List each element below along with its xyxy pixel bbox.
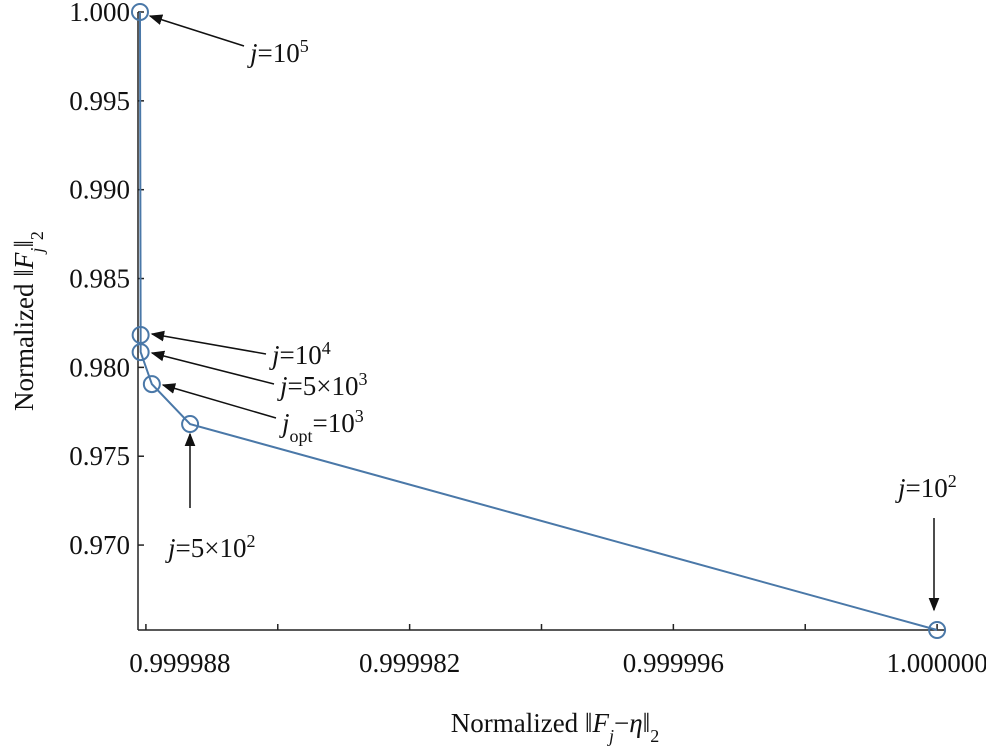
text-segment: =10 [313, 408, 355, 438]
data-point [131, 343, 150, 362]
data-point [131, 326, 150, 345]
y-tick-label: 0.995 [69, 86, 130, 116]
text-segment: =10 [906, 473, 948, 503]
text-segment: j [247, 38, 258, 68]
y-tick-label: 0.985 [69, 264, 130, 294]
y-axis-label: Normalized ‖Fj‖2 [9, 231, 47, 411]
x-tick-label: 0.999996 [623, 648, 724, 678]
x-tick-label: 1.000000 [886, 648, 986, 678]
x-tick-label: 0.999988 [129, 648, 230, 678]
y-tick-label: 0.970 [69, 530, 130, 560]
annotation-arrow [150, 330, 267, 355]
y-tick-label: 0.990 [69, 175, 130, 205]
data-point [142, 375, 161, 394]
text-segment: j [607, 726, 614, 746]
text-segment: Normalized ‖ [451, 708, 593, 738]
annotation: j=105 [247, 36, 309, 68]
text-segment: 3 [355, 406, 364, 426]
x-axis-label: Normalized ‖Fj−η‖2 [451, 708, 660, 746]
text-segment: j [279, 408, 290, 438]
text-segment: j [165, 533, 176, 563]
data-point [928, 621, 947, 639]
text-segment: − [614, 708, 629, 738]
text-segment: =5×10 [176, 533, 247, 563]
data-point [181, 415, 200, 434]
text-segment: =10 [280, 340, 322, 370]
annotation-arrow [161, 383, 277, 419]
data-line [138, 11, 938, 631]
x-tick-label: 0.999982 [359, 648, 460, 678]
text-segment: 2 [246, 531, 255, 551]
text-segment: 5 [300, 36, 309, 56]
annotation: jopt=103 [279, 406, 364, 446]
text-segment: j [269, 340, 280, 370]
text-segment: Normalized ‖ [9, 269, 39, 411]
text-segment: 2 [650, 726, 659, 746]
y-tick-label: 1.000 [69, 0, 130, 27]
text-segment: j [277, 371, 288, 401]
text-segment: 2 [27, 231, 47, 240]
text-segment: η [629, 708, 642, 738]
text-segment: opt [290, 426, 313, 446]
text-segment: F [9, 252, 39, 270]
annotation: j=5×102 [165, 531, 255, 563]
text-segment: F [592, 708, 610, 738]
y-tick-label: 0.980 [69, 352, 130, 382]
annotation: j=104 [269, 338, 331, 370]
text-segment: =5×10 [288, 371, 359, 401]
annotation: j=102 [895, 471, 957, 503]
annotation: j=5×103 [277, 369, 367, 401]
annotation-arrow [148, 14, 245, 47]
text-segment: ‖ [643, 708, 651, 738]
y-tick-label: 0.975 [69, 441, 130, 471]
text-segment: =10 [258, 38, 300, 68]
text-segment: j [895, 473, 906, 503]
annotation-arrow [150, 350, 275, 385]
text-segment: 4 [322, 338, 331, 358]
text-segment: ‖ [9, 240, 39, 248]
data-point [130, 3, 149, 21]
text-segment: j [27, 248, 47, 255]
text-segment: 2 [948, 471, 957, 491]
text-segment: 3 [358, 369, 367, 389]
